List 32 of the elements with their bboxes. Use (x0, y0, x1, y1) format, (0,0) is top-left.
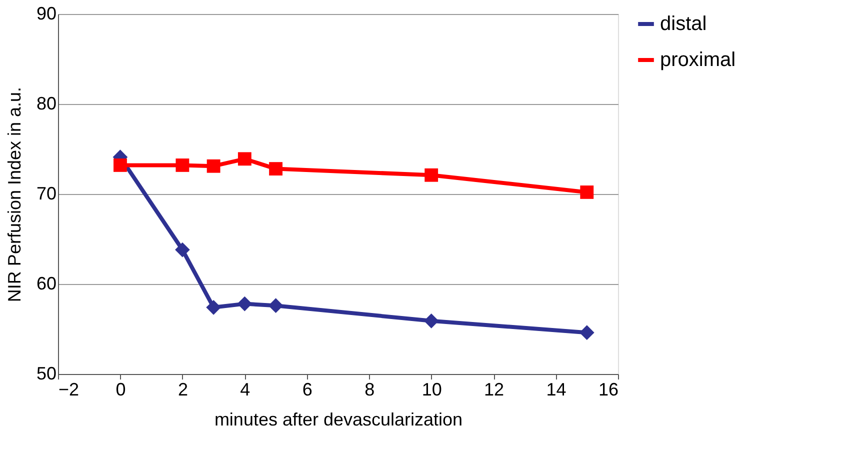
y-tick-label: 70 (36, 184, 56, 204)
x-tick-label: 14 (546, 380, 566, 400)
x-tick-label: −2 (58, 380, 80, 400)
point (424, 168, 438, 182)
point (269, 162, 282, 176)
point (579, 325, 594, 340)
x-tick-label: 2 (178, 380, 188, 400)
point (114, 158, 127, 172)
point (176, 158, 190, 172)
legend-label: proximal (660, 49, 736, 71)
x-tick-label: 4 (240, 380, 250, 400)
x-axis-title: minutes after devascularization (214, 410, 463, 430)
point (424, 313, 439, 328)
point (580, 185, 594, 199)
x-tick-label: 16 (598, 380, 618, 400)
y-axis-title: NIR Perfusion Index in a.u. (4, 86, 24, 302)
point (237, 296, 252, 312)
x-tick-label: 10 (422, 380, 442, 400)
y-tick-label: 90 (36, 4, 56, 24)
point (175, 242, 190, 258)
point (206, 300, 221, 315)
y-tick-label: 80 (36, 94, 56, 114)
x-tick-label: 12 (484, 380, 504, 400)
point (268, 298, 284, 314)
point (238, 152, 252, 166)
x-tick-label: 6 (302, 380, 312, 400)
x-tick-label: 8 (364, 380, 375, 400)
legend-label: distal (660, 13, 707, 35)
x-tick-label: 0 (116, 380, 126, 400)
y-tick-label: 60 (36, 274, 56, 294)
point (206, 159, 220, 173)
y-tick-label: 50 (36, 364, 56, 384)
